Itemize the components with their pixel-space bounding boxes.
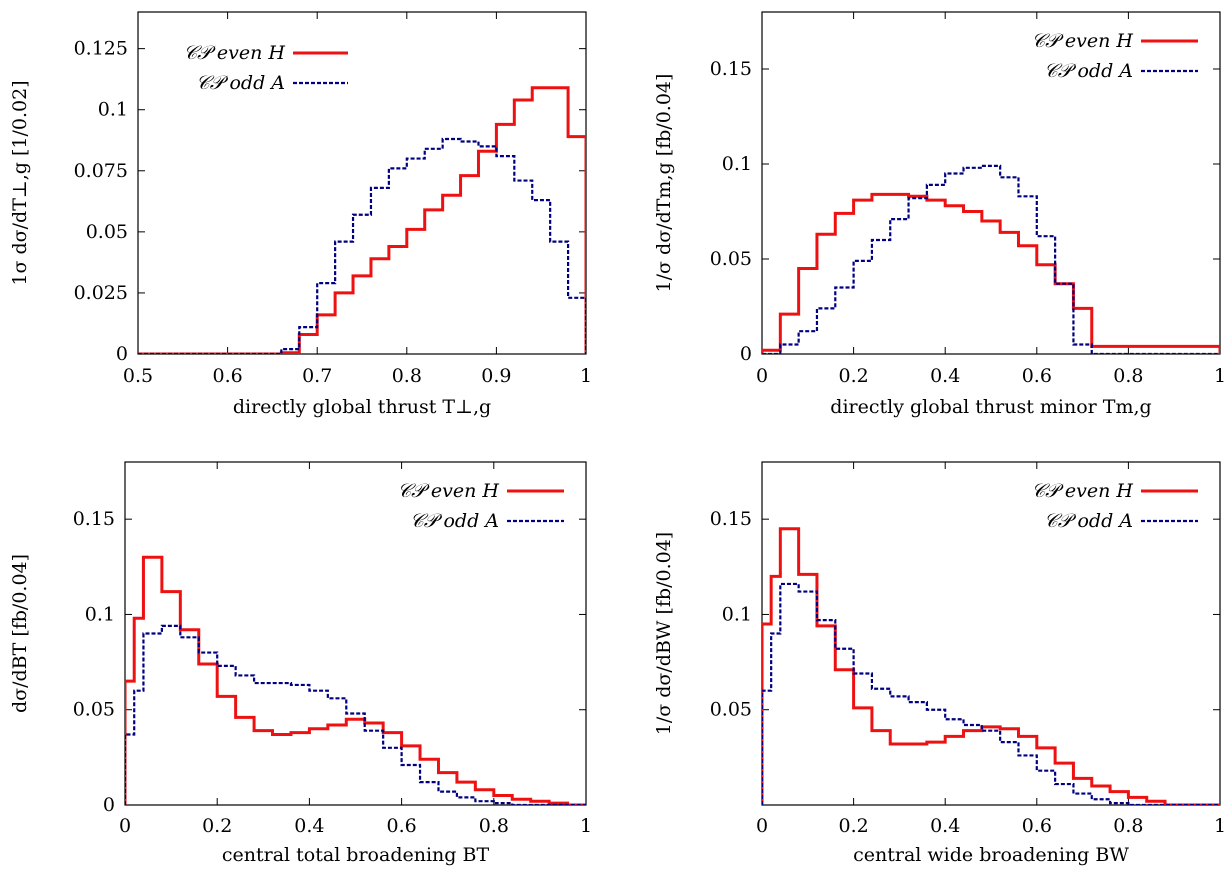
panel-thrust: 0.5 0.6 0.7 0.8 0.9 1 0 0.025 0.05 0.075 0.1 0.125 d… xyxy=(9,11,592,418)
y-tick-label: 0.125 xyxy=(74,38,128,60)
series-odd-a-line xyxy=(125,624,586,805)
x-tick-label: 0.2 xyxy=(838,365,868,387)
series-even-h-line xyxy=(138,86,586,354)
legend-label-even-h: 𝒞𝒫 even H xyxy=(1031,480,1133,502)
plot-frame xyxy=(124,461,587,806)
x-tick-label: 0.7 xyxy=(302,365,332,387)
y-axis-label: 1/σ dσ/dTm,g [fb/0.04] xyxy=(653,74,675,293)
y-tick-label: 0 xyxy=(740,343,752,365)
x-tick-label: 0.4 xyxy=(294,815,324,837)
x-tick-label: 1 xyxy=(1214,815,1226,837)
y-tick-label: 0.15 xyxy=(710,58,752,80)
y-axis-label: dσ/dBT [fb/0.04] xyxy=(9,554,31,713)
x-tick-label: 0.8 xyxy=(1113,365,1143,387)
y-axis-label: 1σ dσ/dT⊥,g [1/0.02] xyxy=(9,80,31,285)
y-tick-label: 0 xyxy=(116,343,128,365)
x-tick-label: 0.8 xyxy=(479,815,509,837)
legend-label-even-h: 𝒞𝒫 even H xyxy=(397,480,499,502)
legend-label-odd-a: 𝒞𝒫 odd A xyxy=(196,72,285,94)
x-tick-label: 0.5 xyxy=(123,365,153,387)
y-tick-label: 0.15 xyxy=(73,508,115,530)
x-tick-label: 0 xyxy=(756,365,768,387)
x-axis-label: central wide broadening BW xyxy=(853,844,1129,866)
legend-label-odd-a: 𝒞𝒫 odd A xyxy=(410,510,499,532)
y-tick-label: 0.1 xyxy=(722,153,752,175)
x-tick-label: 1 xyxy=(1214,365,1226,387)
legend-label-even-h: 𝒞𝒫 even H xyxy=(1031,30,1133,52)
y-tick-label: 0.15 xyxy=(710,508,752,530)
y-tick-label: 0.075 xyxy=(74,160,128,182)
y-tick-label: 0.1 xyxy=(85,603,115,625)
series-odd-a-line xyxy=(762,582,1220,805)
legend-label-odd-a: 𝒞𝒫 odd A xyxy=(1044,510,1133,532)
y-tick-label: 0.05 xyxy=(86,221,128,243)
panel-thrust-minor: 0 0.2 0.4 0.6 0.8 1 0 0.05 0.1 0.15 directly globa… xyxy=(653,11,1226,418)
plot-frame xyxy=(761,461,1221,806)
legend-label-odd-a: 𝒞𝒫 odd A xyxy=(1044,60,1133,82)
panel-wide-broadening: 0 0.2 0.4 0.6 0.8 1 0.05 0.1 0.15 central wide br… xyxy=(653,461,1226,866)
series-odd-a-line xyxy=(762,164,1220,354)
x-tick-label: 1 xyxy=(580,365,592,387)
series-even-h-line xyxy=(762,527,1220,805)
x-tick-label: 0.8 xyxy=(392,365,422,387)
x-tick-label: 0.6 xyxy=(1022,365,1052,387)
x-tick-label: 0.2 xyxy=(202,815,232,837)
y-tick-label: 0 xyxy=(103,794,115,816)
x-tick-label: 0.6 xyxy=(212,365,242,387)
legend-label-even-h: 𝒞𝒫 even H xyxy=(183,42,285,64)
y-tick-label: 0.05 xyxy=(710,248,752,270)
x-tick-label: 0 xyxy=(756,815,768,837)
x-axis-label: directly global thrust minor Tm,g xyxy=(830,396,1151,418)
x-tick-label: 0.4 xyxy=(930,815,960,837)
x-axis-label: central total broadening BT xyxy=(222,844,490,866)
y-tick-label: 0.1 xyxy=(98,99,128,121)
plot-frame xyxy=(761,11,1221,355)
x-tick-label: 0.2 xyxy=(838,815,868,837)
series-even-h-line xyxy=(762,192,1220,354)
x-tick-label: 0 xyxy=(119,815,131,837)
y-tick-label: 0.05 xyxy=(710,699,752,721)
x-tick-label: 0.6 xyxy=(1022,815,1052,837)
y-tick-label: 0.1 xyxy=(722,603,752,625)
series-even-h-line xyxy=(125,555,586,805)
x-tick-label: 0.4 xyxy=(930,365,960,387)
x-tick-label: 0.6 xyxy=(386,815,416,837)
y-axis-label: 1/σ dσ/dBW [fb/0.04] xyxy=(653,532,675,735)
y-tick-label: 0.025 xyxy=(74,282,128,304)
x-tick-label: 0.8 xyxy=(1113,815,1143,837)
x-tick-label: 0.9 xyxy=(481,365,511,387)
panel-total-broadening: 0 0.2 0.4 0.6 0.8 1 0 0.05 0.1 0.15 central total … xyxy=(9,461,592,866)
x-axis-label: directly global thrust T⊥,g xyxy=(233,396,491,418)
x-tick-label: 1 xyxy=(580,815,592,837)
series-odd-a-line xyxy=(138,137,586,354)
y-tick-label: 0.05 xyxy=(73,699,115,721)
